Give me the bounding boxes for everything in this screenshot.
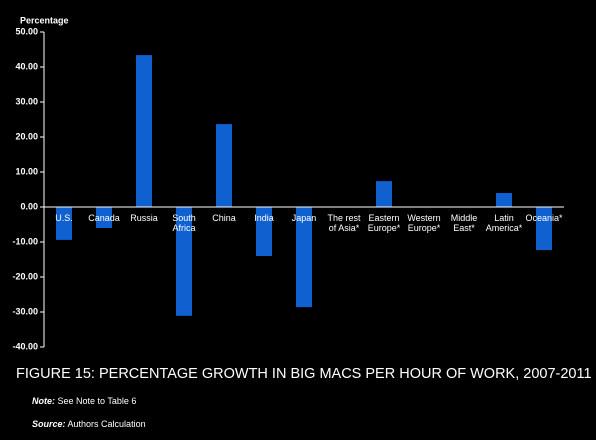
y-tick-label: 10.00 <box>15 166 38 176</box>
bar <box>96 207 112 228</box>
x-tick-label: Western Europe* <box>407 213 441 233</box>
chart: Percentage -40.00 -30.00 -20.00 -10.00 0.00 1… <box>12 15 564 351</box>
y-tick-label: -10.00 <box>12 236 38 246</box>
x-tick-label: Eastern Europe* <box>367 213 401 233</box>
bar <box>296 207 312 308</box>
source-label: Source: <box>32 419 66 429</box>
source-text: Authors Calculation <box>67 419 146 429</box>
y-tick-label: 50.00 <box>15 26 38 36</box>
x-tick-label: Oceania* <box>525 213 563 223</box>
chart-title: FIGURE 15: PERCENTAGE GROWTH IN BIG MACS… <box>16 366 592 382</box>
x-tick-label: Russia <box>130 213 158 223</box>
bar <box>496 193 512 207</box>
y-tick-label: 40.00 <box>15 61 38 71</box>
bar <box>136 55 152 207</box>
y-tick-label: 0.00 <box>20 201 38 211</box>
bar <box>256 207 272 256</box>
x-tick-label: Latin America* <box>485 213 523 233</box>
source: Source: Authors Calculation <box>32 419 146 429</box>
x-tick-label: Canada <box>88 213 120 223</box>
x-tick-label: The rest of Asia* <box>327 213 361 233</box>
bar <box>536 207 552 251</box>
note: Note: See Note to Table 6 <box>32 396 136 406</box>
bar <box>176 207 192 316</box>
note-text: See Note to Table 6 <box>57 396 137 406</box>
x-tick-label: South Africa <box>172 213 196 233</box>
x-tick-label: U.S. <box>55 213 73 223</box>
y-tick-label: 30.00 <box>15 96 38 106</box>
x-tick-label: Japan <box>291 213 317 223</box>
bar <box>216 124 232 207</box>
x-tick-label: China <box>212 213 236 223</box>
note-label: Note: <box>32 396 55 406</box>
y-tick-label: -20.00 <box>12 271 38 281</box>
x-tick-label: Middle East* <box>450 213 478 233</box>
x-tick-label: India <box>254 213 274 223</box>
bar <box>56 207 72 240</box>
bar <box>376 181 392 207</box>
y-tick-label: -40.00 <box>12 341 38 351</box>
y-axis-label: Percentage <box>20 15 69 25</box>
y-tick-label: -30.00 <box>12 306 38 316</box>
y-tick-label: 20.00 <box>15 131 38 141</box>
